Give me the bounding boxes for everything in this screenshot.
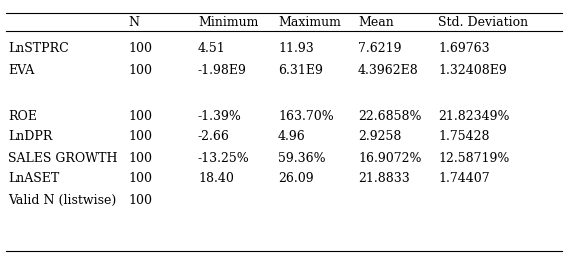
- Text: 21.82349%: 21.82349%: [438, 110, 509, 123]
- Text: 1.32408E9: 1.32408E9: [438, 64, 507, 77]
- Text: -13.25%: -13.25%: [198, 152, 250, 164]
- Text: 4.51: 4.51: [198, 42, 225, 55]
- Text: -2.66: -2.66: [198, 131, 230, 143]
- Text: 16.9072%: 16.9072%: [358, 152, 421, 164]
- Text: 7.6219: 7.6219: [358, 42, 402, 55]
- Text: 100: 100: [128, 110, 152, 123]
- Text: 100: 100: [128, 193, 152, 206]
- Text: 100: 100: [128, 152, 152, 164]
- Text: Maximum: Maximum: [278, 16, 341, 28]
- Text: 1.74407: 1.74407: [438, 172, 490, 185]
- Text: 6.31E9: 6.31E9: [278, 64, 323, 77]
- Text: Valid N (listwise): Valid N (listwise): [8, 193, 116, 206]
- Text: 4.96: 4.96: [278, 131, 306, 143]
- Text: 100: 100: [128, 42, 152, 55]
- Text: 26.09: 26.09: [278, 172, 314, 185]
- Text: 100: 100: [128, 172, 152, 185]
- Text: Std. Deviation: Std. Deviation: [438, 16, 528, 28]
- Text: N: N: [128, 16, 139, 28]
- Text: LnASET: LnASET: [8, 172, 59, 185]
- Text: 21.8833: 21.8833: [358, 172, 410, 185]
- Text: 1.69763: 1.69763: [438, 42, 490, 55]
- Text: 163.70%: 163.70%: [278, 110, 334, 123]
- Text: 100: 100: [128, 64, 152, 77]
- Text: -1.39%: -1.39%: [198, 110, 242, 123]
- Text: 12.58719%: 12.58719%: [438, 152, 509, 164]
- Text: 1.75428: 1.75428: [438, 131, 490, 143]
- Text: Mean: Mean: [358, 16, 394, 28]
- Text: 59.36%: 59.36%: [278, 152, 325, 164]
- Text: 11.93: 11.93: [278, 42, 314, 55]
- Text: 18.40: 18.40: [198, 172, 234, 185]
- Text: EVA: EVA: [8, 64, 34, 77]
- Text: -1.98E9: -1.98E9: [198, 64, 247, 77]
- Text: LnSTPRC: LnSTPRC: [8, 42, 69, 55]
- Text: 4.3962E8: 4.3962E8: [358, 64, 419, 77]
- Text: ROE: ROE: [8, 110, 37, 123]
- Text: 22.6858%: 22.6858%: [358, 110, 421, 123]
- Text: Minimum: Minimum: [198, 16, 258, 28]
- Text: LnDPR: LnDPR: [8, 131, 52, 143]
- Text: 2.9258: 2.9258: [358, 131, 402, 143]
- Text: 100: 100: [128, 131, 152, 143]
- Text: SALES GROWTH: SALES GROWTH: [8, 152, 118, 164]
